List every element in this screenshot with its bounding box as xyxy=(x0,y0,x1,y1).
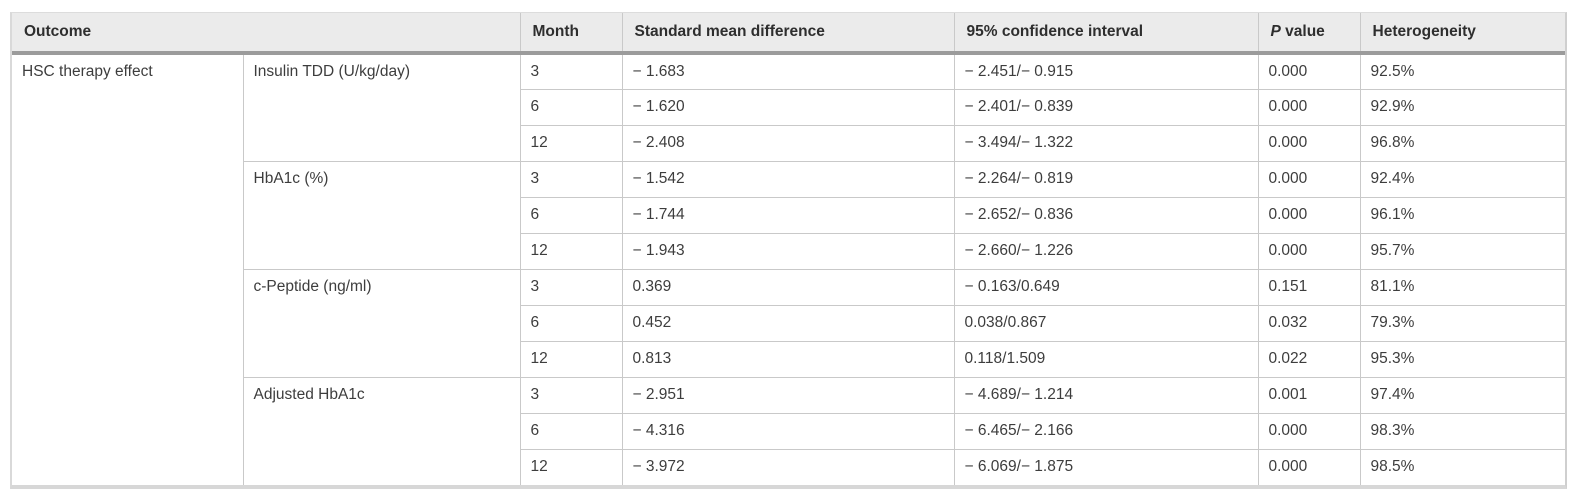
cell-p: 0.000 xyxy=(1258,413,1361,450)
cell-smd: − 3.972 xyxy=(622,449,955,485)
cell-ci: − 6.465/− 2.166 xyxy=(954,413,1259,450)
cell-p: 0.000 xyxy=(1258,161,1361,198)
meta-analysis-table: Outcome Month Standard mean difference 95% … xyxy=(12,13,1565,485)
cell-ci: − 2.660/− 1.226 xyxy=(954,233,1259,270)
table-row: c-Peptide (ng/ml) 3 0.369− 0.163/0.649 0.15… xyxy=(12,269,1565,378)
table-row: HSC therapy effect Insulin TDD (U/kg/day)… xyxy=(12,53,1565,485)
cell-month: 6 xyxy=(520,89,623,126)
cell-het: 96.8% xyxy=(1360,125,1565,162)
table-row: 6− 4.316− 6.465/− 2.166 0.000 98.3% xyxy=(12,413,1565,450)
table-header-row: Outcome Month Standard mean difference 95% … xyxy=(12,13,1565,55)
cell-outcome: Adjusted HbA1c xyxy=(243,377,521,485)
cell-p: 0.000 xyxy=(1258,233,1361,270)
table-row: 12− 1.943− 2.660/− 1.226 0.000 95.7% xyxy=(12,233,1565,270)
cell-het: 95.3% xyxy=(1360,341,1565,378)
column-header-month: Month xyxy=(520,13,623,55)
cell-het: 92.9% xyxy=(1360,89,1565,126)
cell-smd: − 1.943 xyxy=(622,233,955,270)
cell-ci: − 2.264/− 0.819 xyxy=(954,161,1259,198)
cell-smd: − 1.683 xyxy=(622,53,955,90)
column-header-smd: Standard mean difference xyxy=(622,13,955,55)
pvalue-italic-letter: P xyxy=(1270,23,1281,40)
cell-p: 0.000 xyxy=(1258,125,1361,162)
table-row: 6− 1.620− 2.401/− 0.839 0.000 92.9% xyxy=(12,89,1565,126)
cell-ci: − 2.451/− 0.915 xyxy=(954,53,1259,90)
table-row: Adjusted HbA1c 3− 2.951− 4.689/− 1.214 0.0… xyxy=(12,377,1565,485)
table-row: 12− 3.972− 6.069/− 1.875 0.000 98.5% xyxy=(12,449,1565,485)
column-header-pvalue: P value xyxy=(1258,13,1361,55)
cell-month: 6 xyxy=(520,413,623,450)
pvalue-label-rest: value xyxy=(1280,23,1325,40)
cell-p: 0.000 xyxy=(1258,449,1361,485)
cell-p: 0.000 xyxy=(1258,53,1361,90)
cell-ci: 0.038/0.867 xyxy=(954,305,1259,342)
table-row: 12 0.813 0.118/1.509 0.022 95.3% xyxy=(12,341,1565,378)
cell-het: 92.4% xyxy=(1360,161,1565,198)
cell-het: 98.3% xyxy=(1360,413,1565,450)
cell-month: 3 xyxy=(520,161,623,198)
cell-ci: 0.118/1.509 xyxy=(954,341,1259,378)
cell-p: 0.000 xyxy=(1258,197,1361,234)
cell-month: 3 xyxy=(520,377,623,414)
table-row: 6 0.452 0.038/0.867 0.032 79.3% xyxy=(12,305,1565,342)
cell-smd: − 1.542 xyxy=(622,161,955,198)
cell-p: 0.000 xyxy=(1258,89,1361,126)
cell-smd: 0.452 xyxy=(622,305,955,342)
cell-het: 92.5% xyxy=(1360,53,1565,90)
cell-smd: − 1.620 xyxy=(622,89,955,126)
cell-het: 81.1% xyxy=(1360,269,1565,306)
table-row: 12− 2.408− 3.494/− 1.322 0.000 96.8% xyxy=(12,125,1565,162)
cell-month: 12 xyxy=(520,125,623,162)
cell-outcome-group: HSC therapy effect xyxy=(12,53,244,485)
cell-p: 0.032 xyxy=(1258,305,1361,342)
cell-ci: − 4.689/− 1.214 xyxy=(954,377,1259,414)
cell-month: 12 xyxy=(520,449,623,485)
cell-het: 79.3% xyxy=(1360,305,1565,342)
cell-ci: − 0.163/0.649 xyxy=(954,269,1259,306)
column-header-outcome: Outcome xyxy=(12,13,521,55)
cell-p: 0.001 xyxy=(1258,377,1361,414)
column-header-ci: 95% confidence interval xyxy=(954,13,1259,55)
cell-ci: − 3.494/− 1.322 xyxy=(954,125,1259,162)
cell-month: 3 xyxy=(520,53,623,90)
cell-ci: − 2.652/− 0.836 xyxy=(954,197,1259,234)
results-table: Outcome Month Standard mean difference 95% … xyxy=(10,12,1567,489)
cell-smd: 0.369 xyxy=(622,269,955,306)
table-row: HbA1c (%) 3− 1.542− 2.264/− 0.819 0.000 92.… xyxy=(12,161,1565,270)
cell-smd: − 2.408 xyxy=(622,125,955,162)
cell-het: 98.5% xyxy=(1360,449,1565,485)
cell-het: 97.4% xyxy=(1360,377,1565,414)
cell-month: 12 xyxy=(520,233,623,270)
cell-het: 96.1% xyxy=(1360,197,1565,234)
table-row: 6− 1.744− 2.652/− 0.836 0.000 96.1% xyxy=(12,197,1565,234)
cell-outcome: c-Peptide (ng/ml) xyxy=(243,269,521,378)
cell-month: 12 xyxy=(520,341,623,378)
cell-month: 6 xyxy=(520,305,623,342)
cell-smd: 0.813 xyxy=(622,341,955,378)
cell-smd: − 4.316 xyxy=(622,413,955,450)
cell-month: 3 xyxy=(520,269,623,306)
column-header-heterogeneity: Heterogeneity xyxy=(1360,13,1565,55)
cell-outcome: Insulin TDD (U/kg/day) xyxy=(243,53,521,162)
cell-month: 6 xyxy=(520,197,623,234)
cell-ci: − 2.401/− 0.839 xyxy=(954,89,1259,126)
cell-ci: − 6.069/− 1.875 xyxy=(954,449,1259,485)
cell-smd: − 2.951 xyxy=(622,377,955,414)
cell-p: 0.151 xyxy=(1258,269,1361,306)
cell-smd: − 1.744 xyxy=(622,197,955,234)
cell-p: 0.022 xyxy=(1258,341,1361,378)
cell-outcome: HbA1c (%) xyxy=(243,161,521,270)
cell-het: 95.7% xyxy=(1360,233,1565,270)
